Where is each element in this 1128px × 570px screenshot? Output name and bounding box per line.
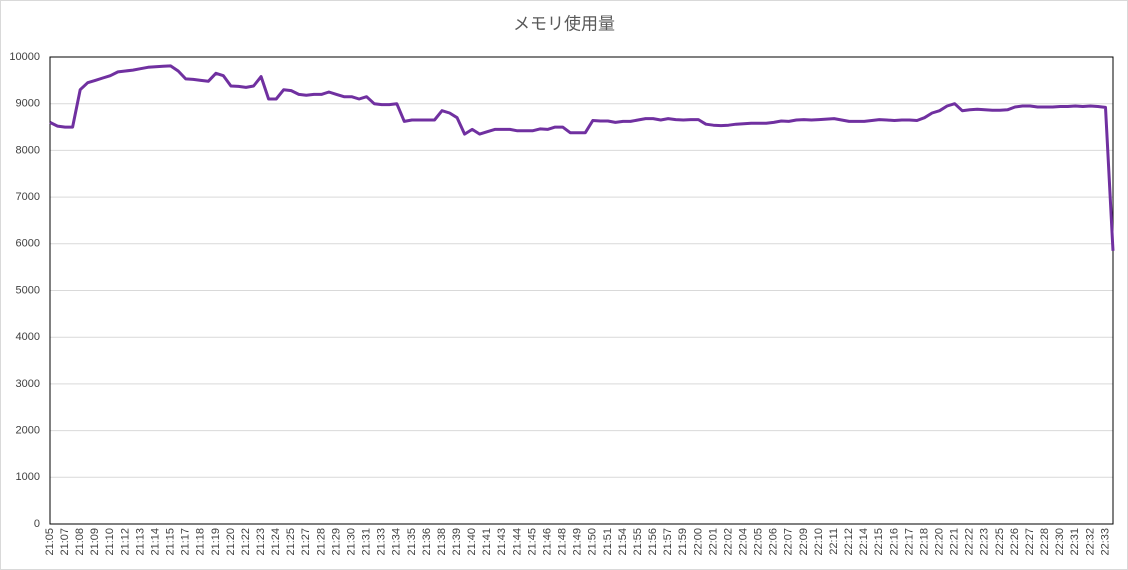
x-tick-label: 22:17 [903, 528, 915, 556]
x-tick-label: 21:22 [240, 528, 252, 556]
x-tick-label: 22:25 [994, 528, 1006, 556]
x-tick-label: 21:28 [315, 528, 327, 556]
y-tick-label: 7000 [16, 191, 40, 203]
plot-frame [49, 56, 1114, 525]
x-tick-label: 21:29 [330, 528, 342, 556]
x-tick-label: 21:36 [421, 528, 433, 556]
x-tick-label: 21:41 [481, 528, 493, 556]
x-tick-label: 21:49 [572, 528, 584, 556]
x-tick-label: 21:56 [647, 528, 659, 556]
x-tick-label: 21:44 [511, 528, 523, 556]
x-tick-label: 21:25 [285, 528, 297, 556]
x-tick-label: 21:13 [134, 528, 146, 556]
x-tick-label: 21:35 [406, 528, 418, 556]
x-tick-label: 21:46 [541, 528, 553, 556]
x-tick-label: 22:10 [813, 528, 825, 556]
data-line [49, 64, 1115, 251]
x-tick-label: 21:24 [270, 528, 282, 556]
x-tick-label: 21:07 [59, 528, 71, 556]
x-tick-label: 21:55 [632, 528, 644, 556]
y-tick-label: 10000 [9, 51, 40, 63]
x-tick-label: 21:18 [195, 528, 207, 556]
y-tick-label: 1000 [16, 471, 40, 483]
x-tick-label: 22:05 [753, 528, 765, 556]
x-tick-label: 21:43 [496, 528, 508, 556]
x-tick-label: 21:27 [300, 528, 312, 556]
y-tick-label: 5000 [16, 284, 40, 296]
x-tick-label: 21:23 [255, 528, 267, 556]
x-tick-label: 22:23 [979, 528, 991, 556]
x-tick-label: 21:08 [74, 528, 86, 556]
x-tick-label: 22:22 [964, 528, 976, 556]
x-tick-label: 21:59 [677, 528, 689, 556]
x-tick-label: 21:17 [180, 528, 192, 556]
x-tick-label: 21:34 [391, 528, 403, 556]
x-tick-label: 21:15 [165, 528, 177, 556]
x-tick-label: 22:16 [888, 528, 900, 556]
x-tick-label: 21:57 [662, 528, 674, 556]
x-tick-label: 22:28 [1039, 528, 1051, 556]
x-tick-label: 22:20 [934, 528, 946, 556]
x-tick-label: 22:02 [722, 528, 734, 556]
y-tick-label: 4000 [16, 331, 40, 343]
x-tick-label: 21:12 [119, 528, 131, 556]
y-tick-label: 6000 [16, 238, 40, 250]
x-tick-label: 21:50 [587, 528, 599, 556]
x-tick-label: 22:04 [737, 528, 749, 556]
x-tick-label: 22:27 [1024, 528, 1036, 556]
x-tick-label: 21:33 [376, 528, 388, 556]
x-tick-label: 21:38 [436, 528, 448, 556]
x-tick-label: 22:11 [828, 528, 840, 555]
x-tick-label: 22:06 [768, 528, 780, 556]
x-tick-label: 22:15 [873, 528, 885, 556]
x-tick-label: 21:39 [451, 528, 463, 556]
x-tick-label: 21:40 [466, 528, 478, 556]
x-tick-label: 22:33 [1099, 528, 1111, 556]
x-tick-label: 21:48 [557, 528, 569, 556]
x-tick-label: 21:31 [361, 528, 373, 556]
y-tick-label: 8000 [16, 144, 40, 156]
y-tick-label: 9000 [16, 98, 40, 110]
x-tick-label: 22:30 [1054, 528, 1066, 556]
x-tick-label: 21:19 [210, 528, 222, 556]
x-tick-label: 22:21 [949, 528, 961, 556]
x-tick-label: 22:12 [843, 528, 855, 556]
x-tick-label: 22:07 [783, 528, 795, 556]
x-tick-label: 21:30 [345, 528, 357, 556]
x-tick-label: 21:14 [149, 528, 161, 556]
x-tick-label: 22:26 [1009, 528, 1021, 556]
x-tick-label: 22:14 [858, 528, 870, 556]
y-tick-label: 0 [34, 518, 40, 530]
y-tick-label: 3000 [16, 378, 40, 390]
x-tick-label: 21:51 [602, 528, 614, 556]
x-tick-label: 21:20 [225, 528, 237, 556]
chart-title: メモリ使用量 [513, 13, 615, 33]
x-tick-label: 22:09 [798, 528, 810, 556]
x-tick-label: 21:54 [617, 528, 629, 556]
x-tick-label: 21:05 [44, 528, 56, 556]
x-tick-label: 22:18 [918, 528, 930, 556]
y-tick-label: 2000 [16, 425, 40, 437]
x-tick-label: 21:09 [89, 528, 101, 556]
x-tick-label: 22:31 [1069, 528, 1081, 556]
x-tick-label: 22:00 [692, 528, 704, 556]
x-tick-label: 22:32 [1084, 528, 1096, 556]
x-tick-label: 22:01 [707, 528, 719, 556]
x-tick-label: 21:10 [104, 528, 116, 556]
x-tick-label: 21:45 [526, 528, 538, 556]
